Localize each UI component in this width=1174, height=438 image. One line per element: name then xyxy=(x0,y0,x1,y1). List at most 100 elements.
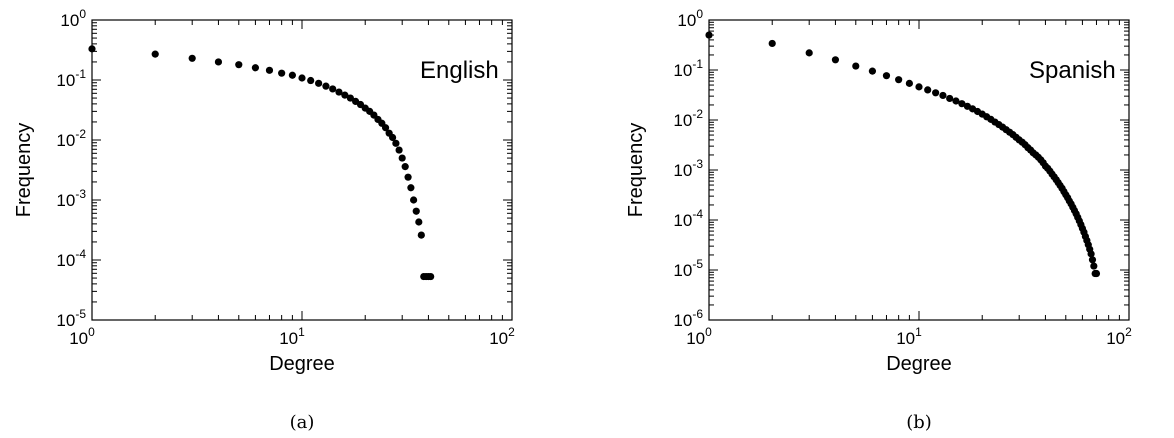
data-point xyxy=(852,62,860,70)
x-tick-label: 101 xyxy=(896,325,922,348)
y-tick-label: 100 xyxy=(60,7,86,30)
data-point xyxy=(905,79,913,87)
y-tick-label: 10-1 xyxy=(56,67,86,90)
x-tick-label: 101 xyxy=(279,325,305,348)
panel-caption: (a) xyxy=(290,412,315,433)
data-point xyxy=(915,83,923,91)
panel-caption: (b) xyxy=(906,412,932,433)
data-point xyxy=(278,69,286,77)
data-point xyxy=(288,71,296,79)
data-point xyxy=(398,154,406,162)
y-axis-label: Frequency xyxy=(13,123,35,218)
y-tick-labels: 10-6 10-5 10-4 10-3 10-2 10-1 100 xyxy=(673,7,703,330)
y-tick-exponent: -1 xyxy=(692,57,703,71)
data-point xyxy=(401,163,409,171)
data-point xyxy=(868,67,877,75)
data-point xyxy=(392,139,400,147)
y-tick-label: 10-3 xyxy=(673,157,703,180)
data-point xyxy=(235,61,243,69)
y-tick-exponent: -2 xyxy=(692,107,703,121)
y-tick-labels: 10-5 10-4 10-3 10-2 10-1 100 xyxy=(56,7,86,330)
y-axis-label: Frequency xyxy=(625,123,647,218)
y-tick-label: 10-4 xyxy=(673,207,703,230)
y-tick-exponent: -3 xyxy=(692,157,703,171)
language-label: Spanish xyxy=(1029,57,1116,84)
y-tick-exponent: 0 xyxy=(79,7,86,21)
data-point xyxy=(831,56,840,64)
chart-panel-english: 10-5 10-4 10-3 10-2 10-1 100 100 101 102 Englis… xyxy=(13,7,515,433)
data-point xyxy=(952,97,960,105)
data-point xyxy=(768,39,776,48)
data-point xyxy=(322,82,330,90)
x-tick-labels: 100 101 102 xyxy=(69,325,515,348)
data-point xyxy=(895,76,903,84)
data-point xyxy=(88,45,96,53)
data-point xyxy=(395,146,403,154)
data-point xyxy=(924,86,932,94)
language-label: English xyxy=(420,57,499,84)
data-points xyxy=(705,31,1101,278)
data-point xyxy=(188,54,196,62)
y-tick-exponent: -4 xyxy=(692,207,703,221)
y-tick-label: 10-5 xyxy=(56,307,86,330)
data-point xyxy=(388,133,397,142)
data-point xyxy=(1090,262,1098,270)
ticks xyxy=(91,20,512,321)
x-tick-label: 100 xyxy=(686,325,712,348)
data-point xyxy=(381,124,390,132)
x-tick-label: 100 xyxy=(69,325,95,348)
data-point xyxy=(214,58,223,66)
data-point xyxy=(307,76,315,85)
x-tick-label: 102 xyxy=(489,325,515,348)
data-point xyxy=(417,231,425,239)
y-tick-exponent: -5 xyxy=(692,257,703,271)
y-tick-label: 10-2 xyxy=(673,107,703,130)
y-tick-exponent: 0 xyxy=(696,7,703,21)
data-point xyxy=(251,64,260,72)
data-points xyxy=(88,45,435,281)
y-tick-label: 10-2 xyxy=(56,127,86,150)
data-point xyxy=(882,72,891,80)
x-tick-labels: 100 101 102 xyxy=(686,325,1132,348)
x-tick-exponent: 1 xyxy=(915,325,922,339)
data-point xyxy=(412,207,420,215)
y-tick-label: 10-5 xyxy=(673,257,703,280)
data-point xyxy=(1088,256,1097,264)
data-point xyxy=(705,31,713,39)
y-tick-label: 10-3 xyxy=(56,187,86,210)
y-tick-exponent: -3 xyxy=(75,187,86,201)
x-axis-label: Degree xyxy=(886,353,952,375)
y-tick-exponent: -1 xyxy=(75,67,86,81)
data-point xyxy=(151,50,159,58)
data-point xyxy=(407,184,415,192)
chart-panel-spanish: 10-6 10-5 10-4 10-3 10-2 10-1 100 100 101 102 Sp… xyxy=(587,0,1174,438)
y-tick-exponent: -6 xyxy=(692,307,703,321)
y-tick-label: 10-6 xyxy=(673,307,703,330)
x-tick-exponent: 0 xyxy=(705,325,712,339)
y-tick-exponent: -5 xyxy=(75,307,86,321)
y-tick-exponent: -4 xyxy=(75,247,86,261)
x-tick-exponent: 1 xyxy=(298,325,305,339)
x-tick-label: 102 xyxy=(1106,325,1132,348)
data-point xyxy=(341,91,349,99)
y-tick-label: 100 xyxy=(677,7,703,30)
data-point xyxy=(404,173,412,181)
data-point xyxy=(329,85,337,93)
data-point xyxy=(946,94,954,103)
y-tick-exponent: -2 xyxy=(75,127,86,141)
y-tick-label: 10-4 xyxy=(56,247,86,270)
y-tick-label: 10-1 xyxy=(673,57,703,80)
data-point xyxy=(958,100,966,108)
data-point xyxy=(346,94,354,102)
data-point xyxy=(1092,269,1101,278)
x-tick-exponent: 2 xyxy=(508,325,515,339)
data-point xyxy=(1087,250,1095,258)
data-point xyxy=(427,272,435,281)
ticks xyxy=(708,20,1129,321)
data-point xyxy=(939,91,947,100)
data-point xyxy=(335,88,343,96)
data-point xyxy=(932,89,940,97)
data-point xyxy=(265,66,274,74)
data-point xyxy=(298,74,306,82)
